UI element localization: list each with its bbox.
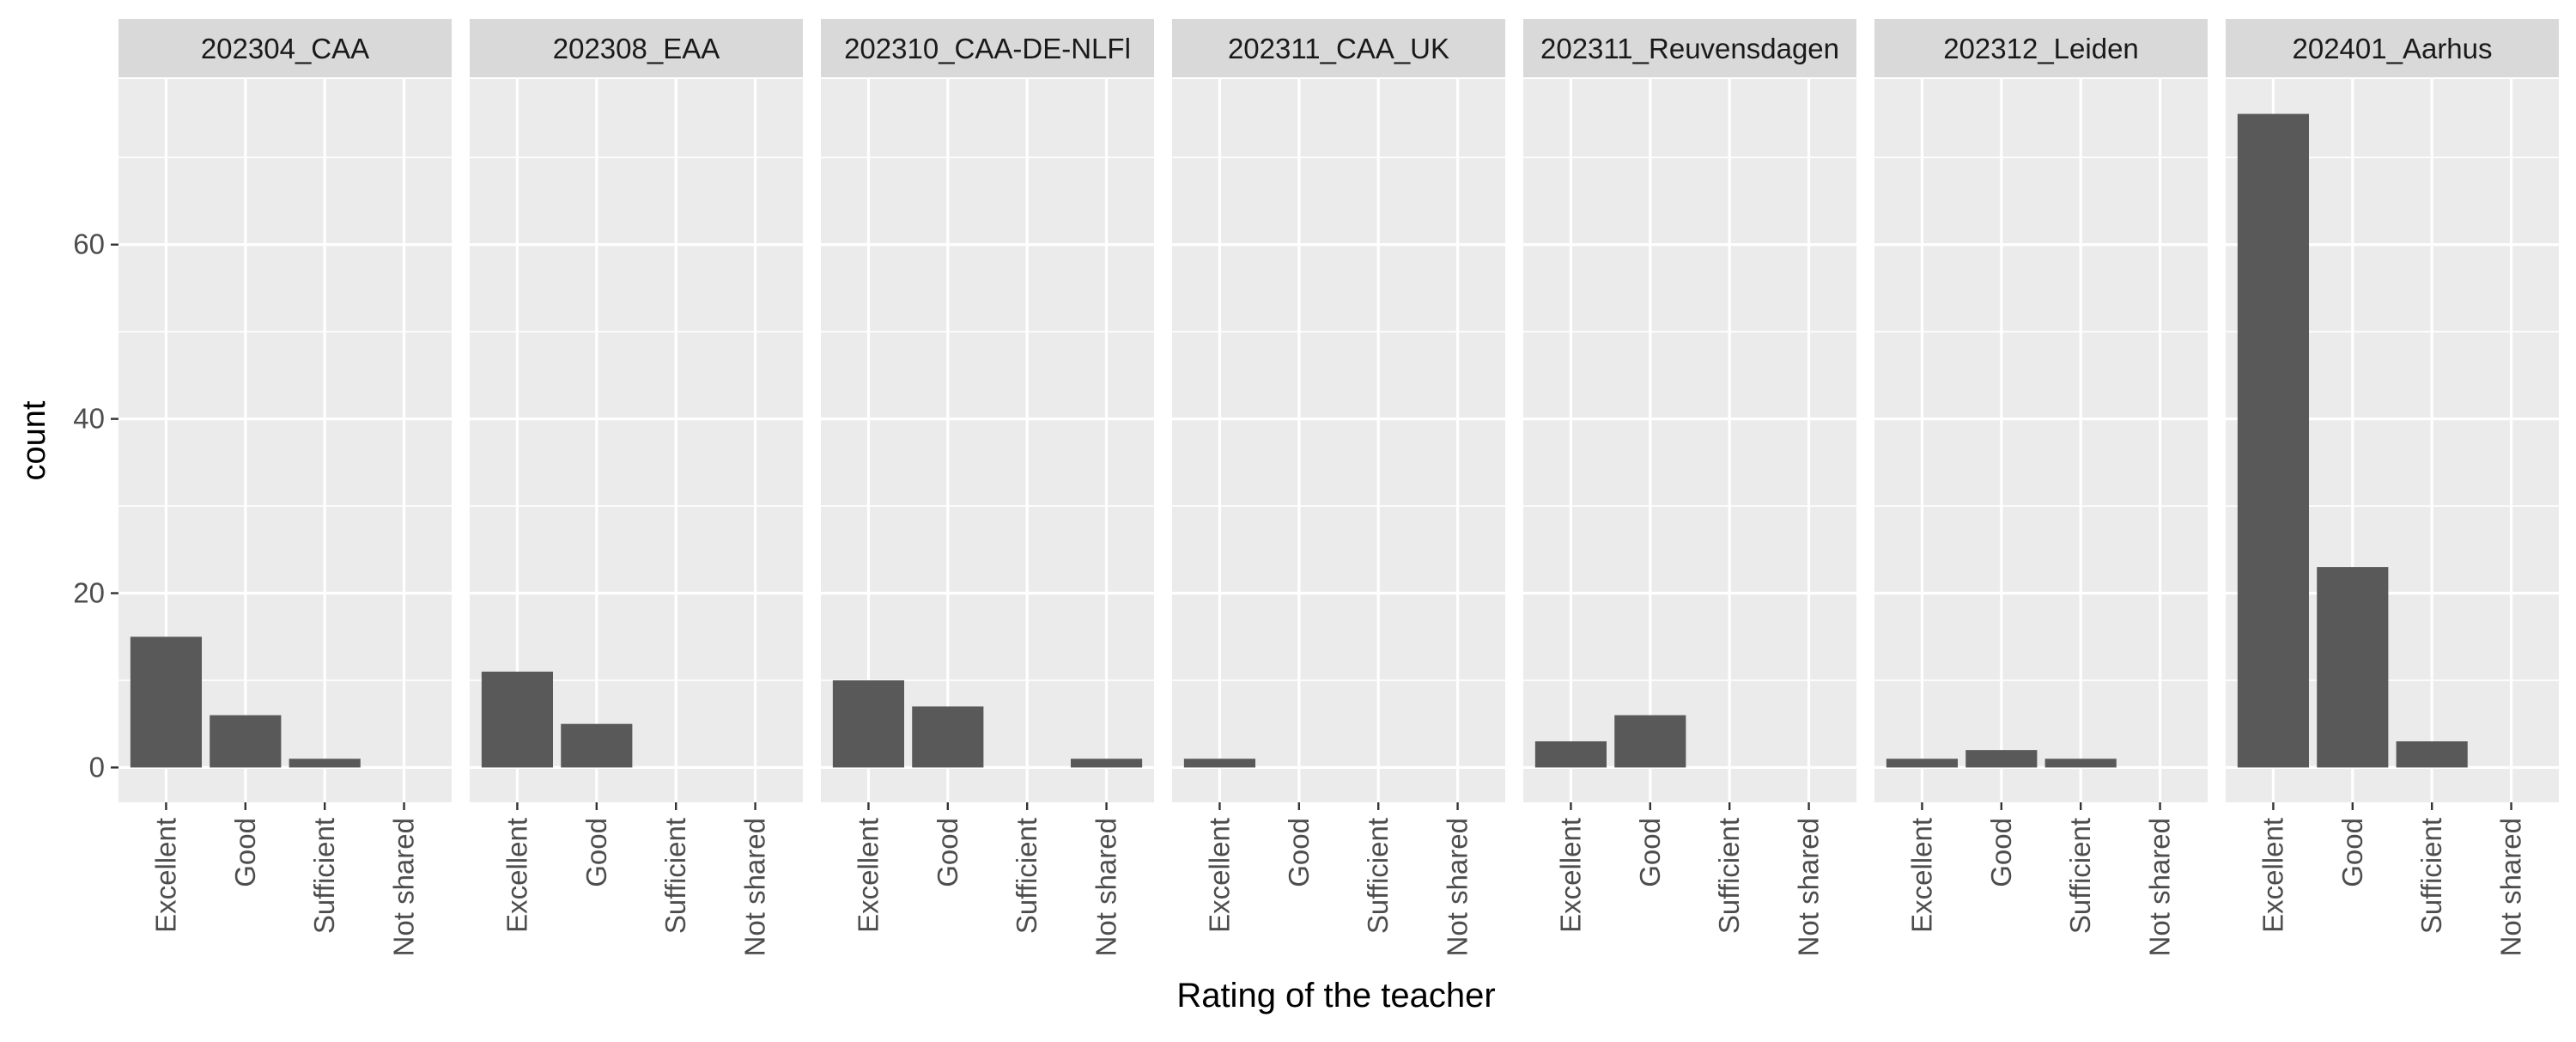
bar (832, 679, 904, 768)
facet-strip (1172, 19, 1505, 77)
x-tick-label: Good (1985, 818, 2017, 887)
x-tick-label: Excellent (1905, 818, 1937, 933)
x-tick-label: Excellent (501, 818, 532, 933)
x-tick-label: Not shared (2144, 818, 2176, 956)
x-tick-label: Sufficient (2415, 818, 2447, 934)
bar (481, 671, 553, 768)
x-tick-label: Not shared (739, 818, 771, 956)
bar (1071, 759, 1143, 768)
bar (1614, 715, 1686, 768)
bar (1534, 740, 1607, 768)
facet-strip-label: 202304_CAA (201, 33, 369, 64)
facet-strip-label: 202311_Reuvensdagen (1540, 33, 1839, 64)
bar (130, 637, 202, 768)
bar (1965, 750, 2038, 768)
facet-strip-label: 202308_EAA (553, 33, 720, 64)
x-tick-label: Good (580, 818, 612, 887)
x-tick-label: Excellent (149, 818, 181, 933)
bar (912, 706, 984, 768)
x-tick-label: Not shared (1793, 818, 1825, 956)
facet-strip-label: 202311_CAA_UK (1228, 33, 1449, 64)
x-tick-label: Not shared (1091, 818, 1122, 956)
y-axis-title: count (16, 400, 52, 480)
facet-panel: 202312_Leiden Excellent Good Sufficient Not … (1874, 19, 2208, 956)
x-tick-label: Sufficient (1362, 818, 1394, 934)
y-axis: 0 20 40 60 (73, 229, 118, 783)
y-tick-label: 20 (73, 577, 105, 609)
x-tick-label: Sufficient (1011, 818, 1042, 934)
facet-panel: 202311_CAA_UK Excellent Good Sufficient Not … (1172, 19, 1505, 956)
bar (1886, 759, 1958, 768)
facet-strip (821, 19, 1154, 77)
x-tick-label: Excellent (2257, 818, 2288, 933)
facet-panel: 202310_CAA-DE-NLFl Excellent Good Sufficien… (821, 19, 1154, 956)
x-tick-label: Not shared (1442, 818, 1473, 956)
x-axis-title: Rating of the teacher (1176, 977, 1495, 1015)
facet-strip (470, 19, 803, 77)
panels-layer: 202304_CAA Excellent Good Sufficient Not sha… (118, 19, 2559, 956)
bar (561, 723, 633, 768)
facet-strip (2226, 19, 2559, 77)
bar (2317, 567, 2389, 768)
x-tick-label: Excellent (1554, 818, 1586, 933)
x-tick-label: Excellent (852, 818, 884, 933)
facet-strip (118, 19, 452, 77)
x-tick-label: Sufficient (2064, 818, 2096, 934)
bar (2044, 759, 2117, 768)
facet-strip-label: 202312_Leiden (1943, 33, 2139, 64)
bar (210, 715, 282, 768)
bar (289, 759, 361, 768)
x-tick-label: Good (1283, 818, 1315, 887)
facet-strip (1874, 19, 2208, 77)
x-tick-label: Excellent (1203, 818, 1235, 933)
panel-background (1172, 79, 1505, 802)
x-tick-label: Not shared (388, 818, 420, 956)
facet-strip (1523, 19, 1856, 77)
x-tick-label: Good (1634, 818, 1666, 887)
facet-panel: 202401_Aarhus Excellent Good Sufficient Not … (2226, 19, 2559, 956)
facet-panel: 202308_EAA Excellent Good Sufficient Not sha… (470, 19, 803, 956)
x-tick-label: Sufficient (308, 818, 340, 934)
x-tick-label: Sufficient (1713, 818, 1745, 934)
bar (1183, 759, 1255, 768)
bar (2396, 740, 2468, 768)
facet-strip-label: 202310_CAA-DE-NLFl (844, 33, 1131, 64)
facet-panel: 202304_CAA Excellent Good Sufficient Not sha… (118, 19, 452, 956)
panel-background (1523, 79, 1856, 802)
x-tick-label: Not shared (2495, 818, 2527, 956)
y-tick-label: 0 (89, 751, 105, 783)
y-tick-label: 40 (73, 403, 105, 435)
facet-strip-label: 202401_Aarhus (2292, 33, 2492, 64)
x-tick-label: Good (932, 818, 963, 887)
x-tick-label: Good (2336, 818, 2368, 887)
x-tick-label: Sufficient (659, 818, 691, 934)
panel-background (1874, 79, 2208, 802)
y-tick-label: 60 (73, 229, 105, 260)
x-tick-label: Good (229, 818, 261, 887)
bar (2237, 113, 2309, 768)
facet-panel: 202311_Reuvensdagen Excellent Good Sufficie… (1523, 19, 1856, 956)
